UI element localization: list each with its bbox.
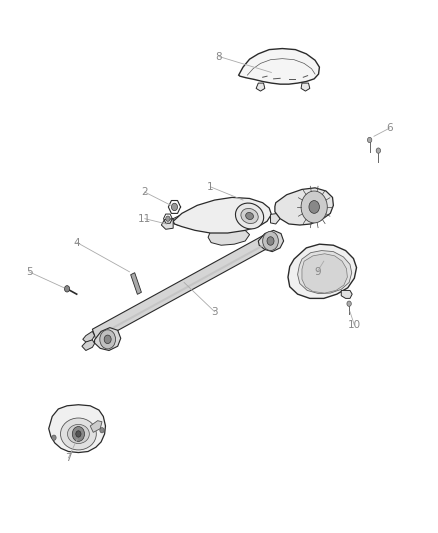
Text: 5: 5 — [26, 267, 32, 277]
Text: 9: 9 — [314, 267, 321, 277]
Circle shape — [267, 237, 274, 245]
Polygon shape — [288, 244, 357, 298]
Circle shape — [376, 148, 381, 154]
Circle shape — [104, 335, 111, 344]
Polygon shape — [208, 227, 250, 245]
Text: 2: 2 — [141, 187, 148, 197]
Ellipse shape — [67, 424, 89, 443]
Circle shape — [100, 330, 116, 349]
Circle shape — [100, 427, 104, 433]
Text: 4: 4 — [74, 238, 81, 247]
Circle shape — [52, 435, 56, 440]
Polygon shape — [161, 219, 173, 229]
Text: 8: 8 — [215, 52, 223, 61]
Text: 1: 1 — [207, 182, 214, 192]
Polygon shape — [173, 211, 210, 225]
Ellipse shape — [241, 208, 258, 223]
Polygon shape — [275, 188, 333, 225]
Polygon shape — [341, 290, 352, 298]
Polygon shape — [256, 83, 265, 91]
Text: 11: 11 — [138, 214, 152, 224]
Ellipse shape — [60, 418, 96, 450]
Text: 7: 7 — [65, 453, 72, 463]
Circle shape — [301, 191, 327, 223]
Text: 10: 10 — [348, 320, 361, 330]
Circle shape — [367, 138, 372, 143]
Polygon shape — [95, 328, 121, 351]
Text: 3: 3 — [211, 306, 218, 317]
Polygon shape — [271, 213, 280, 224]
Polygon shape — [301, 83, 310, 91]
Ellipse shape — [246, 213, 254, 220]
Polygon shape — [90, 421, 102, 432]
Polygon shape — [239, 49, 319, 84]
Circle shape — [263, 231, 279, 251]
Circle shape — [171, 203, 177, 211]
Circle shape — [347, 301, 351, 306]
Polygon shape — [82, 340, 95, 351]
Text: 6: 6 — [386, 123, 392, 133]
Polygon shape — [49, 405, 106, 453]
Polygon shape — [258, 230, 284, 252]
Polygon shape — [173, 197, 272, 233]
Circle shape — [76, 431, 81, 437]
Circle shape — [64, 286, 70, 292]
Ellipse shape — [236, 203, 264, 229]
Circle shape — [309, 200, 319, 213]
Polygon shape — [92, 235, 269, 342]
Polygon shape — [83, 332, 95, 342]
Polygon shape — [131, 273, 141, 294]
Circle shape — [72, 426, 85, 441]
Polygon shape — [302, 254, 347, 293]
Circle shape — [166, 216, 170, 221]
Polygon shape — [297, 251, 352, 294]
